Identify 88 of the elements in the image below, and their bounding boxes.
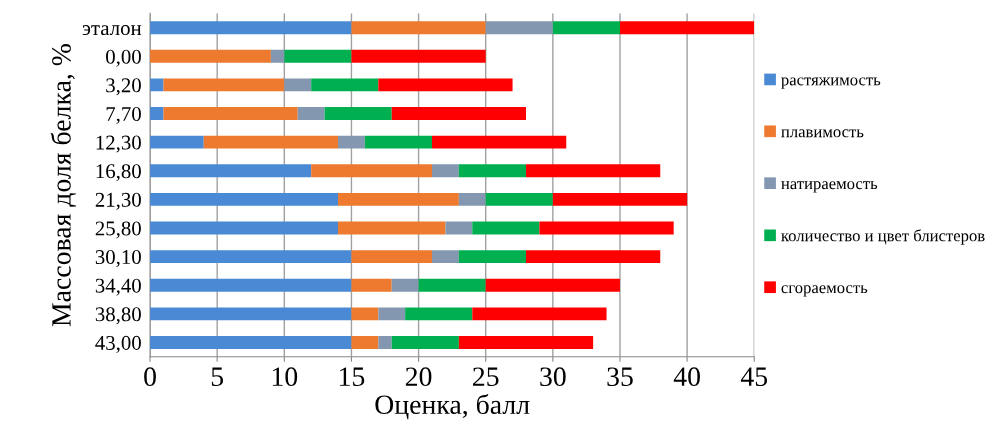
bar — [391, 107, 526, 120]
bar — [485, 278, 620, 292]
bar — [163, 107, 298, 120]
bar — [150, 78, 164, 92]
bar — [150, 336, 352, 349]
x-tick-label: 5 — [211, 367, 224, 387]
bar — [458, 336, 594, 349]
y-tick-label: 7,70 — [106, 106, 141, 124]
bar — [150, 307, 352, 321]
bar — [351, 336, 379, 349]
y-tick-label: 3,20 — [106, 78, 141, 96]
bar — [297, 107, 325, 120]
y-tick-label: эталон — [82, 25, 142, 36]
bar — [351, 278, 392, 292]
y-tick-label: 38,80 — [95, 307, 141, 325]
bar — [378, 78, 513, 92]
bar — [472, 221, 540, 235]
bar — [150, 278, 352, 292]
bar — [432, 135, 567, 149]
legend-label: плавимость — [781, 129, 864, 138]
bar — [150, 164, 312, 178]
bar — [405, 307, 473, 321]
bar — [485, 21, 553, 35]
bar — [351, 307, 379, 321]
x-axis-title: Оценка, балл — [375, 393, 530, 420]
bar — [338, 135, 365, 149]
x-tick-label: 20 — [405, 367, 432, 387]
bar — [378, 336, 392, 349]
x-tick-label: 15 — [340, 367, 365, 387]
bar — [150, 49, 271, 63]
bar — [270, 49, 285, 63]
bar — [284, 78, 312, 92]
y-tick-label: 30,10 — [95, 250, 141, 268]
x-tick-label: 45 — [740, 367, 768, 387]
bar — [150, 250, 352, 264]
x-tick-label: 30 — [540, 367, 566, 387]
bar — [311, 78, 379, 92]
bar — [150, 135, 204, 149]
legend-label: растяжимость — [781, 77, 881, 89]
bar — [378, 307, 406, 321]
bar — [150, 192, 339, 206]
bar — [485, 192, 553, 206]
bar — [418, 278, 486, 292]
bar — [525, 164, 661, 178]
bar — [432, 164, 459, 178]
x-tick-label: 0 — [144, 367, 156, 387]
legend-label: натираемость — [781, 181, 878, 193]
y-tick-label: 12,30 — [96, 135, 141, 153]
bar — [472, 307, 607, 321]
y-tick-label: 34,40 — [95, 278, 141, 296]
y-tick-label: 16,80 — [96, 164, 141, 182]
bar — [163, 78, 285, 92]
bar — [458, 164, 526, 178]
bar — [311, 164, 432, 178]
x-tick-label: 25 — [473, 367, 499, 387]
bar — [284, 49, 352, 63]
bar — [445, 221, 473, 235]
bar — [338, 221, 446, 235]
bar — [351, 49, 486, 63]
y-tick-label: 0,00 — [106, 49, 141, 67]
bar — [619, 21, 755, 35]
bar — [525, 250, 661, 264]
bar — [364, 135, 432, 149]
bar — [203, 135, 339, 149]
x-tick-label: 40 — [673, 367, 700, 387]
bar — [391, 278, 419, 292]
bar — [150, 21, 352, 35]
bar — [458, 192, 486, 206]
bar — [351, 250, 432, 264]
bar — [338, 192, 459, 206]
x-tick-label: 35 — [607, 367, 633, 387]
bar — [351, 21, 486, 35]
legend-label: количество и цвет блистеров — [781, 229, 985, 245]
y-tick-label: 43,00 — [95, 335, 141, 353]
bar — [458, 250, 526, 264]
x-tick-label: 10 — [272, 367, 298, 387]
bar — [552, 192, 688, 206]
bar — [539, 221, 674, 235]
legend-label: сгораемость — [781, 285, 868, 297]
bar — [391, 336, 459, 349]
bar — [150, 221, 339, 235]
bar — [432, 250, 459, 264]
y-axis-title: Массовая доля белка, % — [50, 44, 76, 327]
y-tick-label: 21,30 — [95, 192, 141, 210]
bar — [324, 107, 392, 120]
bar — [150, 107, 164, 120]
bar — [552, 21, 620, 35]
y-tick-label: 25,80 — [95, 221, 141, 239]
